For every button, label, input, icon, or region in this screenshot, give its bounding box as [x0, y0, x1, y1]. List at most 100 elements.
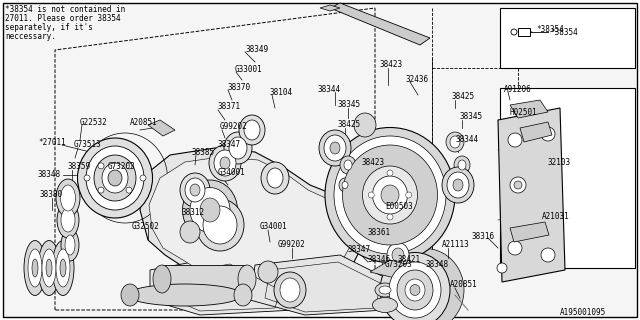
Polygon shape — [150, 255, 295, 315]
Text: A20851: A20851 — [130, 118, 157, 127]
Ellipse shape — [379, 286, 391, 294]
Text: A21031: A21031 — [542, 212, 570, 221]
Text: G73203: G73203 — [385, 260, 413, 269]
Text: 38385: 38385 — [192, 148, 215, 157]
Polygon shape — [370, 260, 410, 278]
Ellipse shape — [46, 259, 52, 277]
Ellipse shape — [108, 170, 122, 186]
Ellipse shape — [190, 184, 200, 196]
Ellipse shape — [380, 252, 450, 320]
Ellipse shape — [61, 229, 79, 261]
Polygon shape — [510, 222, 549, 242]
Circle shape — [541, 248, 555, 262]
Text: 38316: 38316 — [472, 232, 495, 241]
Circle shape — [84, 175, 90, 181]
Text: 38348: 38348 — [38, 170, 61, 179]
Ellipse shape — [274, 272, 306, 308]
Text: A21113: A21113 — [442, 240, 470, 249]
Circle shape — [514, 181, 522, 189]
Text: 38347: 38347 — [218, 140, 241, 149]
Circle shape — [511, 29, 517, 35]
Text: A91206: A91206 — [504, 85, 532, 94]
Text: 38425: 38425 — [452, 92, 475, 101]
Circle shape — [508, 241, 522, 255]
Ellipse shape — [180, 173, 210, 207]
Ellipse shape — [224, 132, 252, 164]
Ellipse shape — [280, 278, 300, 302]
Ellipse shape — [342, 145, 438, 245]
Bar — [162, 265, 247, 293]
Polygon shape — [520, 122, 552, 142]
Ellipse shape — [38, 241, 60, 295]
Text: G73203: G73203 — [108, 162, 136, 171]
Ellipse shape — [386, 249, 464, 320]
Ellipse shape — [372, 176, 408, 214]
Ellipse shape — [354, 113, 376, 137]
Text: G99202: G99202 — [278, 240, 306, 249]
Ellipse shape — [339, 178, 351, 192]
Ellipse shape — [42, 249, 56, 287]
Ellipse shape — [410, 284, 420, 295]
Text: G34001: G34001 — [260, 222, 288, 231]
Text: 38104: 38104 — [270, 88, 293, 97]
Text: 38349: 38349 — [245, 45, 268, 54]
Circle shape — [387, 170, 393, 176]
Text: 32103: 32103 — [548, 158, 571, 167]
Ellipse shape — [56, 249, 70, 287]
Text: 38421: 38421 — [398, 255, 421, 264]
Polygon shape — [149, 157, 352, 288]
Circle shape — [510, 177, 526, 193]
Circle shape — [368, 192, 374, 198]
Text: 38423: 38423 — [362, 158, 385, 167]
Ellipse shape — [389, 262, 441, 318]
Ellipse shape — [381, 185, 399, 205]
Text: 38345: 38345 — [338, 100, 361, 109]
Ellipse shape — [102, 163, 128, 193]
Text: 38345: 38345 — [460, 112, 483, 121]
Ellipse shape — [330, 142, 340, 154]
Text: 38380: 38380 — [40, 190, 63, 199]
Ellipse shape — [387, 243, 409, 268]
Ellipse shape — [127, 284, 243, 306]
Text: 38371: 38371 — [218, 102, 241, 111]
Ellipse shape — [60, 259, 66, 277]
Ellipse shape — [397, 270, 433, 310]
Ellipse shape — [185, 178, 205, 202]
Ellipse shape — [238, 265, 256, 293]
Text: 38312: 38312 — [182, 208, 205, 217]
Ellipse shape — [24, 241, 46, 295]
Ellipse shape — [77, 138, 152, 218]
Ellipse shape — [94, 155, 136, 201]
Ellipse shape — [196, 199, 244, 251]
Ellipse shape — [261, 162, 289, 194]
Circle shape — [140, 175, 146, 181]
Ellipse shape — [324, 135, 346, 161]
Text: neccessary.: neccessary. — [5, 32, 56, 41]
Ellipse shape — [405, 279, 425, 301]
Ellipse shape — [182, 180, 237, 240]
Ellipse shape — [190, 188, 230, 233]
Ellipse shape — [319, 130, 351, 166]
Circle shape — [98, 187, 104, 193]
Circle shape — [508, 133, 522, 147]
Circle shape — [126, 163, 132, 169]
Ellipse shape — [375, 283, 395, 297]
Ellipse shape — [214, 150, 236, 176]
Text: 38348: 38348 — [425, 260, 448, 269]
Ellipse shape — [57, 202, 79, 238]
Text: 32436: 32436 — [405, 75, 428, 84]
Circle shape — [406, 192, 412, 198]
Ellipse shape — [180, 221, 200, 243]
Polygon shape — [510, 100, 548, 118]
Text: G99202: G99202 — [220, 122, 248, 131]
Ellipse shape — [325, 127, 455, 262]
Circle shape — [98, 163, 104, 169]
Text: A195001095: A195001095 — [560, 308, 606, 317]
Text: *38354: *38354 — [550, 28, 578, 37]
Polygon shape — [498, 108, 565, 282]
Text: 38423: 38423 — [380, 60, 403, 69]
Ellipse shape — [453, 179, 463, 191]
Text: E00503: E00503 — [385, 202, 413, 211]
Ellipse shape — [28, 249, 42, 287]
Ellipse shape — [239, 115, 265, 145]
